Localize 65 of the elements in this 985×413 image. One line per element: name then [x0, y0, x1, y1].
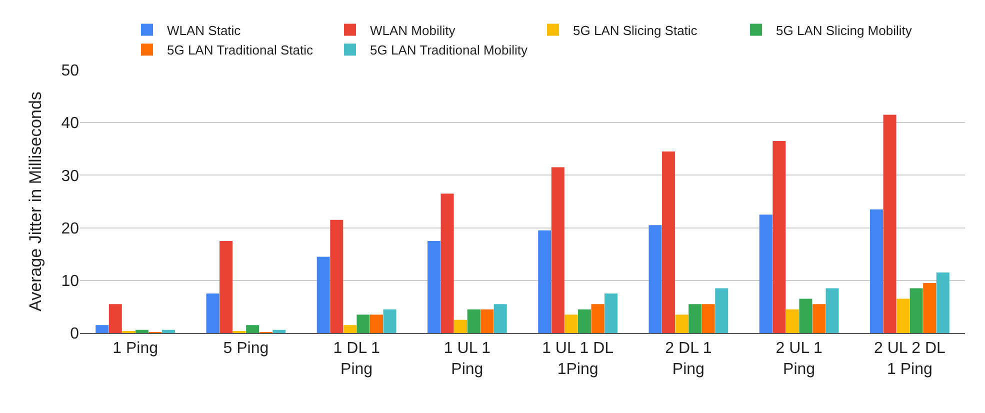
bar: [162, 330, 175, 333]
y-tick-label: 0: [70, 326, 80, 343]
bar: [538, 230, 552, 333]
y-tick-label: 40: [61, 115, 80, 132]
bar: [675, 314, 688, 333]
bar: [551, 167, 564, 333]
x-tick-label: 1 UL 1 Ping: [444, 340, 491, 378]
y-axis-title: Average Jitter in Milliseconds: [26, 92, 45, 312]
bar: [812, 304, 826, 333]
bar: [826, 288, 839, 333]
bar: [688, 304, 702, 333]
bar: [923, 283, 936, 333]
bar: [220, 240, 233, 333]
bar: [772, 141, 786, 333]
bar: [759, 214, 772, 333]
bar: [870, 209, 883, 333]
bar: [246, 325, 260, 333]
bar: [578, 309, 591, 333]
x-tick-label: 2 DL 1 Ping: [665, 340, 712, 378]
y-tick-label: 30: [61, 168, 80, 185]
x-tick-label: 5 Ping: [223, 340, 269, 358]
x-tick-label: 2 UL 2 DL 1 Ping: [874, 340, 946, 378]
x-tick-label: 1 Ping: [112, 340, 158, 358]
bar: [428, 240, 440, 333]
bar: [648, 225, 662, 333]
x-tick-label: 2 UL 1 Ping: [776, 340, 822, 378]
bar: [786, 309, 799, 333]
bar: [370, 314, 383, 333]
bar: [272, 330, 286, 333]
y-tick-label: 20: [61, 220, 80, 238]
bar: [936, 272, 950, 333]
y-tick-label: 10: [61, 273, 80, 290]
legend-label: 5G LAN Slicing Mobility: [776, 22, 912, 38]
bar: [96, 325, 109, 333]
bar: [494, 304, 507, 333]
bar: [662, 152, 676, 333]
legend-label: WLAN Mobility: [370, 22, 456, 38]
y-tick-label: 50: [61, 62, 80, 80]
bar: [383, 309, 396, 333]
bar: [206, 294, 220, 333]
x-tick-label: 1 UL 1 DL 1Ping: [542, 340, 614, 378]
bar: [356, 314, 370, 333]
bar: [910, 288, 923, 333]
bar: [440, 194, 454, 333]
bar: [316, 256, 330, 333]
bar: [330, 220, 344, 333]
bar: [604, 294, 618, 333]
bar: [480, 309, 494, 333]
bar: [896, 298, 910, 333]
bar: [108, 304, 122, 333]
bar: [799, 298, 812, 333]
bar: [343, 325, 356, 333]
legend-label: 5G LAN Traditional Static: [167, 42, 314, 58]
legend-label: WLAN Static: [167, 22, 242, 38]
bar: [702, 304, 715, 333]
bar: [467, 309, 480, 333]
legend-label: 5G LAN Traditional Mobility: [370, 42, 528, 58]
bar: [454, 320, 468, 333]
bar: [135, 330, 148, 333]
bar: [883, 114, 896, 333]
bar: [715, 288, 728, 333]
x-tick-label: 1 DL 1 Ping: [333, 340, 380, 378]
legend-label: 5G LAN Slicing Static: [573, 22, 698, 38]
bar: [564, 314, 578, 333]
bar: [591, 304, 604, 333]
